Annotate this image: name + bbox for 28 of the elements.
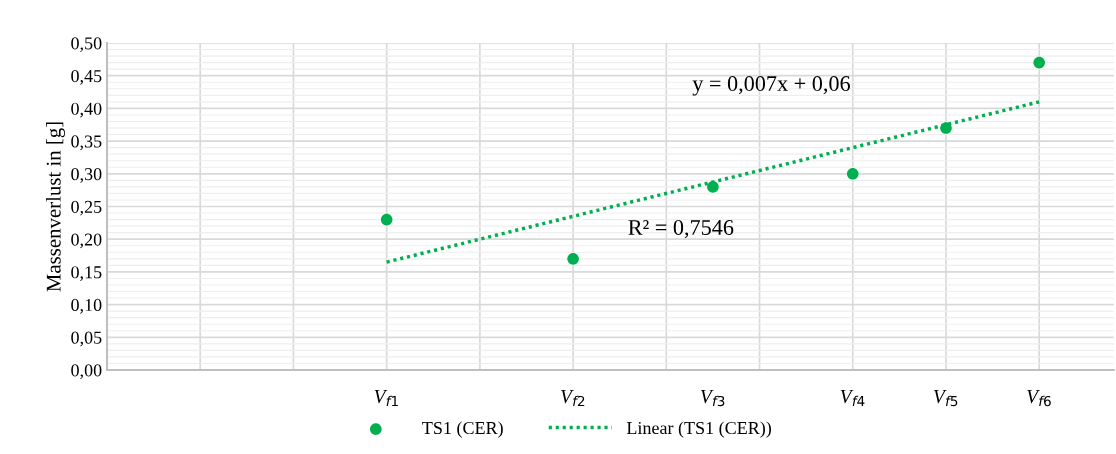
y-tick-label: 0,50	[71, 37, 102, 53]
annotation: y = 0,007x + 0,06	[692, 76, 850, 96]
x-tick-label: V$_{f6}$	[1027, 390, 1051, 407]
x-tick-label: V$_{f1}$	[374, 390, 398, 407]
point	[567, 253, 579, 265]
y-axis-title: Massenverlust in [g]	[46, 122, 65, 292]
y-tick-label: 0,35	[71, 135, 102, 151]
y-tick-label: 0,25	[71, 200, 102, 216]
y-tick-label: 0,40	[71, 102, 102, 118]
x-tick-label: V$_{f3}$	[700, 390, 725, 407]
y-tick-label: 0,15	[71, 266, 102, 281]
y-tick-label: 0,20	[71, 233, 102, 249]
x-tick-label: V$_{f2}$	[561, 390, 585, 407]
y-tick-label: 0,00	[71, 364, 102, 380]
y-tick-label: 0,05	[71, 331, 102, 347]
legend-label: Linear (TS1 (CER))	[626, 421, 771, 438]
legend-label: TS1 (CER)	[422, 421, 503, 438]
point	[846, 167, 859, 180]
y-tick-label: 0,10	[71, 298, 102, 314]
point	[707, 181, 719, 193]
x-tick-label: V$_{f5}$	[933, 390, 958, 407]
point	[940, 122, 952, 134]
x-tick-label: V$_{f4}$	[840, 390, 865, 407]
point	[1033, 56, 1045, 69]
y-tick-label: 0,45	[71, 69, 102, 85]
annotation: R² = 0,7546	[628, 219, 734, 239]
point	[380, 213, 393, 226]
y-tick-label: 0,30	[71, 168, 102, 183]
